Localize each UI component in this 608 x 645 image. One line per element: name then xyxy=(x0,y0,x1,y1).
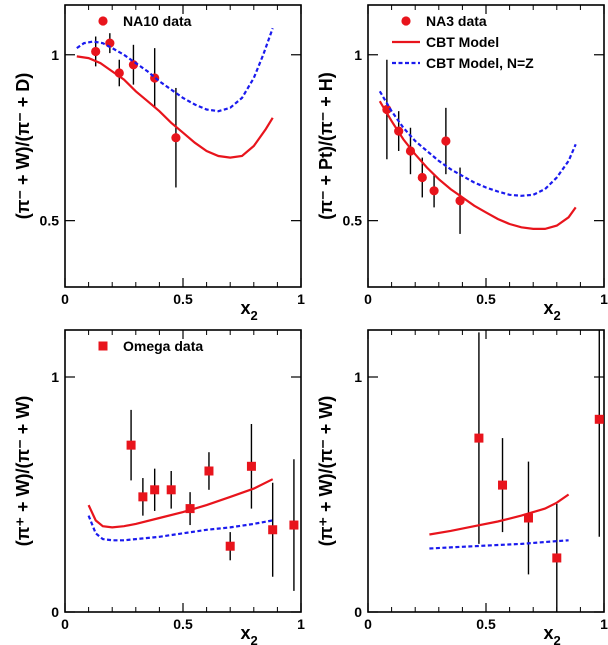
data-point xyxy=(268,525,278,535)
chart-panel-1: 0 0.5 1 0.5 1 x2 (π⁻ + W)/(π⁻ + D) NA10 data xyxy=(13,4,305,323)
y-axis-title: (π⁻ + Pt)/(π⁻ + H) xyxy=(316,72,336,220)
legend-marker-circle xyxy=(401,16,411,26)
model-nz-curve xyxy=(87,515,273,542)
plot-frame xyxy=(64,329,302,613)
legend-label: CBT Model, N=Z xyxy=(426,55,534,71)
chart-panel-3: 0 0.5 1 0 1 x2 (π⁺ + W)/(π⁻ + W) Omega data xyxy=(13,329,305,645)
x-axis-title: x2 xyxy=(543,298,560,323)
x-tick-label: 1 xyxy=(600,291,608,307)
data-point xyxy=(185,504,195,514)
x-axis-title-main: x xyxy=(543,298,553,318)
series-layer xyxy=(87,409,299,591)
x-axis-title-subscript: 2 xyxy=(250,633,257,645)
data-point xyxy=(204,466,214,476)
legend-marker-circle xyxy=(98,16,108,26)
y-tick-label: 1 xyxy=(354,47,362,63)
y-tick-label: 0 xyxy=(51,604,59,620)
chart-panel-4: 0 0.5 1 0 1 x2 (π⁺ + W)/(π⁻ + W) xyxy=(316,329,608,645)
series-layer xyxy=(378,59,577,234)
data-point xyxy=(225,541,235,551)
y-tick-label: 1 xyxy=(354,369,362,385)
y-tick-label: 0.5 xyxy=(343,213,363,229)
model-curve xyxy=(429,493,570,536)
x-tick-label: 1 xyxy=(297,616,305,632)
data-point xyxy=(138,492,148,502)
data-point xyxy=(405,146,416,156)
x-tick-label: 0 xyxy=(61,291,69,307)
x-tick-label: 0.5 xyxy=(173,616,193,632)
x-tick-label: 1 xyxy=(297,291,305,307)
y-axis-title: (π⁺ + W)/(π⁻ + W) xyxy=(316,396,336,547)
model-curve xyxy=(76,55,274,159)
series-layer xyxy=(429,330,604,612)
model-nz-curve xyxy=(378,90,577,197)
data-point xyxy=(498,480,508,490)
x-axis-title-main: x xyxy=(240,623,250,643)
legend-label: NA3 data xyxy=(426,13,487,29)
model-nz-curve xyxy=(76,27,274,113)
data-point xyxy=(289,520,299,530)
x-tick-label: 0.5 xyxy=(476,616,496,632)
data-point xyxy=(417,172,427,183)
series-layer xyxy=(76,27,274,188)
x-tick-label: 1 xyxy=(600,616,608,632)
data-point xyxy=(126,440,136,450)
model-curve xyxy=(87,478,274,529)
x-axis-title-main: x xyxy=(543,623,553,643)
y-axis-title: (π⁻ + W)/(π⁻ + D) xyxy=(13,73,33,220)
x-axis-title: x2 xyxy=(240,298,257,323)
x-tick-label: 0.5 xyxy=(173,291,193,307)
legend-label: NA10 data xyxy=(123,13,192,29)
model-nz-curve xyxy=(429,539,569,550)
data-point xyxy=(150,485,160,495)
x-axis-title-main: x xyxy=(240,298,250,318)
y-tick-label: 0 xyxy=(354,604,362,620)
plot-frame xyxy=(367,329,605,613)
data-point xyxy=(166,485,176,495)
x-tick-label: 0.5 xyxy=(476,291,496,307)
data-point xyxy=(474,433,484,443)
y-axis-title: (π⁺ + W)/(π⁻ + W) xyxy=(13,396,33,547)
data-point xyxy=(246,461,256,471)
data-point xyxy=(523,513,533,523)
x-tick-label: 0 xyxy=(364,291,372,307)
legend-marker-square xyxy=(98,341,108,351)
data-point xyxy=(91,46,101,57)
data-point xyxy=(429,186,439,196)
legend-label: CBT Model xyxy=(426,34,499,50)
x-tick-label: 0 xyxy=(364,616,372,632)
x-tick-label: 0 xyxy=(61,616,69,632)
x-axis-title: x2 xyxy=(240,623,257,645)
data-point xyxy=(552,553,562,563)
data-point xyxy=(594,414,604,424)
data-point xyxy=(441,136,451,146)
y-tick-label: 1 xyxy=(51,369,59,385)
data-point xyxy=(171,133,181,143)
x-axis-title-subscript: 2 xyxy=(250,308,257,323)
model-curve xyxy=(378,100,577,230)
y-tick-label: 0.5 xyxy=(40,213,60,229)
x-axis-title-subscript: 2 xyxy=(553,633,560,645)
chart-panel-2: 0 0.5 1 0.5 1 x2 (π⁻ + Pt)/(π⁻ + H) NA3 data CBT… xyxy=(316,4,608,323)
x-axis-title-subscript: 2 xyxy=(553,308,560,323)
legend-label: Omega data xyxy=(123,338,203,354)
y-tick-label: 1 xyxy=(51,47,59,63)
x-axis-title: x2 xyxy=(543,623,560,645)
